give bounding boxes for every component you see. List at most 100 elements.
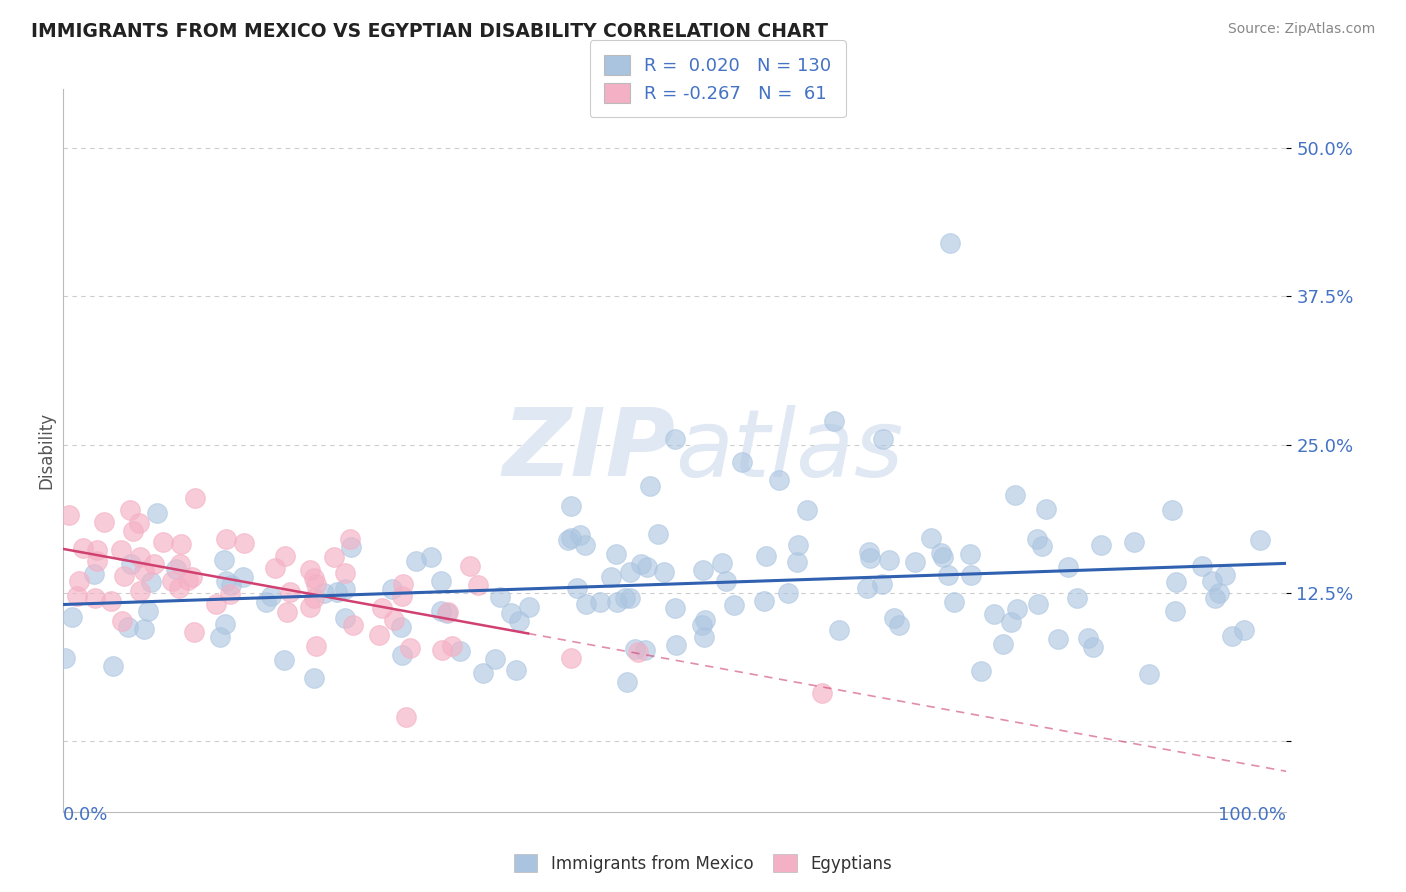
Point xyxy=(305,640,328,654)
Point xyxy=(983,607,1005,621)
Point xyxy=(1026,533,1049,547)
Point xyxy=(212,553,235,567)
Point xyxy=(1164,574,1187,589)
Point xyxy=(936,567,959,582)
Point xyxy=(340,540,363,554)
Point xyxy=(796,503,818,517)
Point xyxy=(391,590,413,604)
Point xyxy=(58,508,80,522)
Point xyxy=(1026,597,1049,611)
Point xyxy=(134,564,156,578)
Point xyxy=(128,516,150,530)
Point xyxy=(441,639,464,653)
Point xyxy=(67,574,90,589)
Point xyxy=(136,603,159,617)
Point xyxy=(714,574,737,588)
Point xyxy=(399,641,422,656)
Point xyxy=(152,534,174,549)
Point xyxy=(574,538,596,552)
Point xyxy=(60,610,83,624)
Point xyxy=(690,618,713,632)
Point xyxy=(436,606,458,620)
Point xyxy=(145,506,167,520)
Point xyxy=(1056,559,1078,574)
Point xyxy=(53,651,76,665)
Point xyxy=(274,549,297,563)
Point xyxy=(1004,488,1026,502)
Point xyxy=(499,607,522,621)
Y-axis label: Disability: Disability xyxy=(37,412,55,489)
Point xyxy=(299,563,322,577)
Point xyxy=(395,710,418,724)
Point xyxy=(1007,601,1029,615)
Point xyxy=(1191,558,1213,573)
Point xyxy=(619,591,641,605)
Point xyxy=(1233,623,1256,637)
Point xyxy=(333,582,356,596)
Point xyxy=(823,414,845,428)
Point xyxy=(1046,632,1069,646)
Point xyxy=(1035,502,1057,516)
Point xyxy=(304,577,326,591)
Point xyxy=(636,559,658,574)
Point xyxy=(943,595,966,609)
Point xyxy=(883,610,905,624)
Point xyxy=(184,491,207,505)
Point xyxy=(177,573,200,587)
Point xyxy=(640,479,662,493)
Point xyxy=(169,557,191,571)
Point xyxy=(342,618,364,632)
Point xyxy=(232,536,254,550)
Point xyxy=(489,591,512,605)
Point xyxy=(333,611,356,625)
Text: 100.0%: 100.0% xyxy=(1219,805,1286,824)
Point xyxy=(932,549,955,564)
Point xyxy=(959,547,981,561)
Point xyxy=(264,560,287,574)
Point xyxy=(333,566,356,581)
Point xyxy=(568,528,591,542)
Point xyxy=(517,600,540,615)
Point xyxy=(143,558,166,572)
Point xyxy=(339,532,361,546)
Point xyxy=(1220,629,1243,643)
Text: ZIP: ZIP xyxy=(502,404,675,497)
Point xyxy=(1031,539,1053,553)
Legend: R =  0.020   N = 130, R = -0.267   N =  61: R = 0.020 N = 130, R = -0.267 N = 61 xyxy=(591,40,845,117)
Point xyxy=(752,594,775,608)
Point xyxy=(430,604,453,618)
Point xyxy=(83,591,105,606)
Point xyxy=(605,547,627,561)
Point xyxy=(600,570,623,584)
Point xyxy=(630,557,652,571)
Point xyxy=(557,533,579,548)
Point xyxy=(86,554,108,568)
Point xyxy=(1123,535,1146,549)
Text: Source: ZipAtlas.com: Source: ZipAtlas.com xyxy=(1227,22,1375,37)
Point xyxy=(858,550,880,565)
Point xyxy=(664,601,686,615)
Point xyxy=(436,605,458,619)
Point xyxy=(299,600,322,615)
Point xyxy=(183,625,205,640)
Point xyxy=(505,663,527,677)
Point xyxy=(755,549,778,564)
Point xyxy=(693,613,716,627)
Point xyxy=(110,542,132,557)
Point xyxy=(828,624,851,638)
Point xyxy=(381,582,404,596)
Point xyxy=(430,574,453,588)
Point xyxy=(1161,503,1184,517)
Point xyxy=(419,549,441,564)
Point xyxy=(276,605,298,619)
Point xyxy=(856,581,879,595)
Point xyxy=(132,622,155,636)
Point xyxy=(929,546,952,560)
Point xyxy=(181,570,204,584)
Point xyxy=(786,555,808,569)
Point xyxy=(993,637,1015,651)
Point xyxy=(665,638,688,652)
Point xyxy=(273,653,295,667)
Point xyxy=(1204,591,1226,605)
Point xyxy=(786,538,808,552)
